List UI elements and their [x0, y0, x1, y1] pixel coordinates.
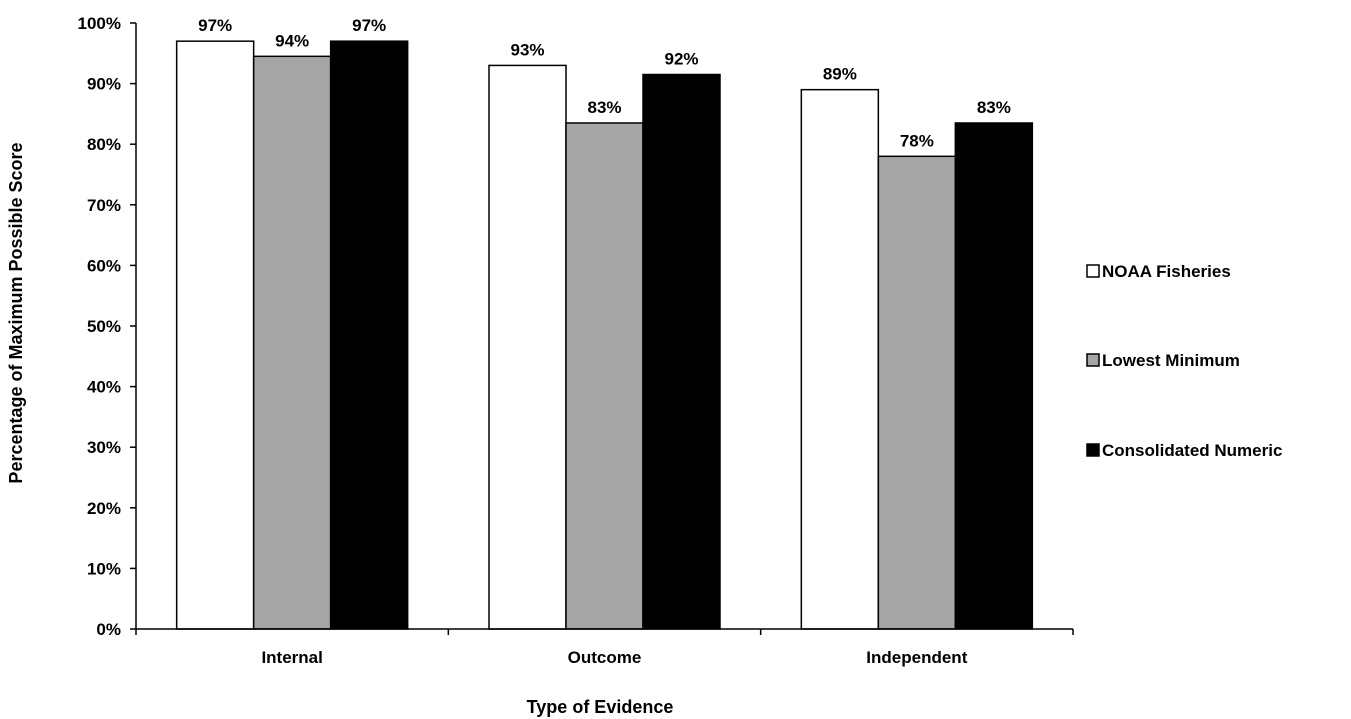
y-tick-label: 50% [87, 317, 121, 336]
y-tick-label: 10% [87, 559, 121, 578]
bar [488, 64, 567, 630]
x-tick-label: Independent [866, 648, 967, 667]
bars-layer [175, 40, 1034, 630]
x-ticks: Internal Outcome Independent [135, 629, 1074, 667]
y-tick-label: 80% [87, 135, 121, 154]
x-tick-label: Internal [261, 648, 322, 667]
y-tick-label: 40% [87, 378, 121, 397]
legend-swatch [1086, 443, 1100, 457]
data-label: 83% [587, 98, 621, 117]
y-tick-label: 60% [87, 256, 121, 275]
data-label: 97% [352, 16, 386, 35]
legend-swatch [1086, 353, 1100, 367]
legend-swatch [1086, 264, 1100, 278]
x-tick-label: Outcome [568, 648, 642, 667]
bar [877, 155, 957, 630]
y-axis-title: Percentage of Maximum Possible Score [6, 142, 26, 483]
data-label: 92% [664, 50, 698, 69]
data-labels: 97% 94% 97% 93% 83% 92% 89% 78% 83% [198, 16, 1011, 150]
y-tick-label: 0% [96, 620, 121, 639]
y-tick-label: 70% [87, 196, 121, 215]
data-label: 94% [275, 31, 309, 50]
legend: NOAA Fisheries Lowest Minimum Consolidated… [1086, 262, 1282, 460]
data-label: 89% [823, 65, 857, 84]
y-tick-label: 30% [87, 438, 121, 457]
data-label: 78% [900, 131, 934, 150]
bar [329, 40, 409, 630]
legend-label: Consolidated Numeric [1102, 441, 1282, 460]
bar [175, 40, 255, 630]
data-label: 93% [510, 40, 544, 59]
bar [565, 122, 644, 630]
data-label: 97% [198, 16, 232, 35]
bar [642, 73, 721, 630]
y-tick-label: 90% [87, 75, 121, 94]
y-ticks: 0% 10% 20% 30% 40% 50% 60% 70% 80% 90% 100% [78, 14, 136, 639]
bar [252, 55, 332, 630]
legend-label: NOAA Fisheries [1102, 262, 1231, 281]
data-label: 83% [977, 98, 1011, 117]
bar [954, 122, 1034, 630]
x-axis-title: Type of Evidence [527, 697, 674, 717]
legend-label: Lowest Minimum [1102, 351, 1240, 370]
y-tick-label: 100% [78, 14, 121, 33]
bar [800, 88, 880, 630]
y-tick-label: 20% [87, 499, 121, 518]
